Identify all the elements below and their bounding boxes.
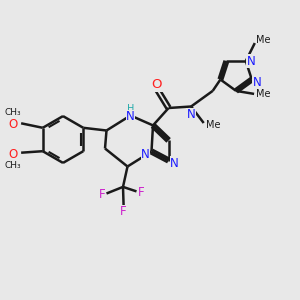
Text: F: F	[99, 188, 106, 201]
Text: N: N	[253, 76, 262, 89]
Text: O: O	[152, 78, 162, 92]
Text: N: N	[141, 148, 150, 161]
Text: Me: Me	[206, 120, 220, 130]
Text: F: F	[137, 186, 144, 199]
Text: N: N	[126, 110, 135, 124]
Text: O: O	[8, 118, 17, 131]
Text: F: F	[120, 205, 127, 218]
Text: CH₃: CH₃	[4, 160, 21, 169]
Text: O: O	[8, 148, 17, 161]
Text: CH₃: CH₃	[4, 108, 21, 117]
Text: H: H	[127, 104, 134, 114]
Text: N: N	[187, 108, 196, 121]
Text: Me: Me	[256, 89, 270, 99]
Text: Me: Me	[256, 35, 271, 45]
Text: N: N	[247, 55, 256, 68]
Text: N: N	[170, 157, 179, 170]
